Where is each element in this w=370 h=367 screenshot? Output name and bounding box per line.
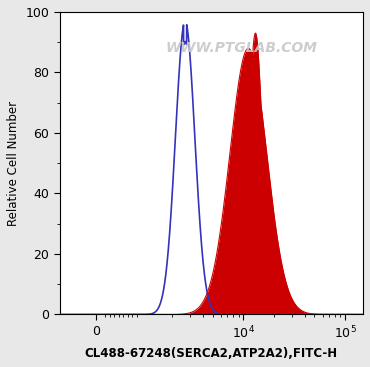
X-axis label: CL488-67248(SERCA2,ATP2A2),FITC-H: CL488-67248(SERCA2,ATP2A2),FITC-H xyxy=(85,347,338,360)
Text: WWW.PTGLAB.COM: WWW.PTGLAB.COM xyxy=(166,41,318,55)
Y-axis label: Relative Cell Number: Relative Cell Number xyxy=(7,101,20,226)
